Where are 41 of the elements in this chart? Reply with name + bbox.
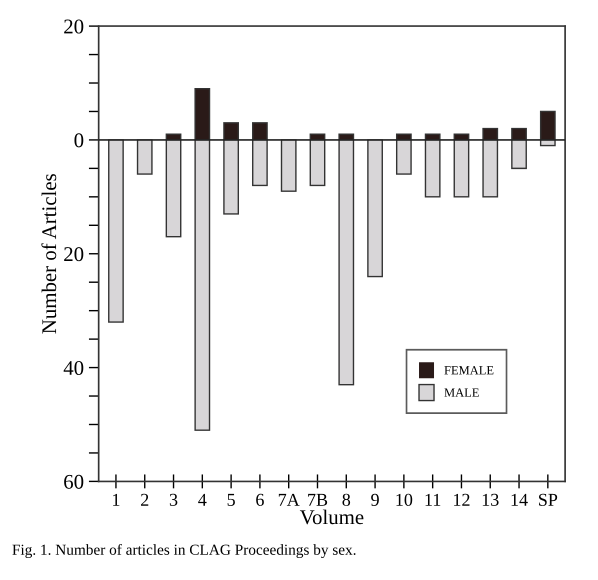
bar xyxy=(482,139,498,198)
bar xyxy=(136,139,153,175)
bar xyxy=(454,139,470,198)
bar xyxy=(166,139,182,238)
x-tick-label: 10 xyxy=(396,494,412,506)
x-tick-label: 14 xyxy=(512,494,528,506)
bar xyxy=(338,139,354,386)
bar xyxy=(223,139,240,215)
x-tick-label: 2 xyxy=(141,494,148,506)
x-tick-label: 8 xyxy=(342,494,350,506)
bar xyxy=(310,139,326,186)
x-tick-label: 7A xyxy=(278,494,300,506)
x-tick-label: 1 xyxy=(113,494,120,506)
x-axis-title: Volume xyxy=(300,510,364,524)
y-tick-label: 40 xyxy=(64,360,84,376)
bar xyxy=(108,139,124,323)
bar xyxy=(367,139,383,278)
x-tick-label: 5 xyxy=(228,494,235,506)
x-tick-label: 9 xyxy=(371,494,379,506)
x-tick-label: 12 xyxy=(454,494,470,506)
x-tick-label: SP xyxy=(539,494,558,506)
y-tick-label: 0 xyxy=(74,133,84,148)
bar xyxy=(511,139,527,170)
x-tick-label: 7B xyxy=(308,494,328,506)
bar xyxy=(396,139,412,175)
x-tick-label: 6 xyxy=(256,494,264,506)
x-tick-label: 13 xyxy=(482,494,499,506)
bar xyxy=(280,139,297,192)
y-tick-label: 20 xyxy=(64,19,84,34)
y-axis-title: Number of Articles xyxy=(41,174,56,334)
bar xyxy=(252,139,268,186)
bar xyxy=(194,139,210,431)
x-tick-label: 3 xyxy=(170,494,178,506)
y-tick-label: 60 xyxy=(64,474,84,489)
caption: Fig. 1. Number of articles in CLAG Proceedings by sex. xyxy=(12,544,356,558)
legend-label: FEMALE xyxy=(444,366,494,374)
x-tick-label: 4 xyxy=(198,494,207,506)
legend-label: MALE xyxy=(444,388,479,397)
y-tick-label: 20 xyxy=(64,247,84,262)
bar xyxy=(424,139,441,198)
x-tick-label: 11 xyxy=(426,494,440,506)
